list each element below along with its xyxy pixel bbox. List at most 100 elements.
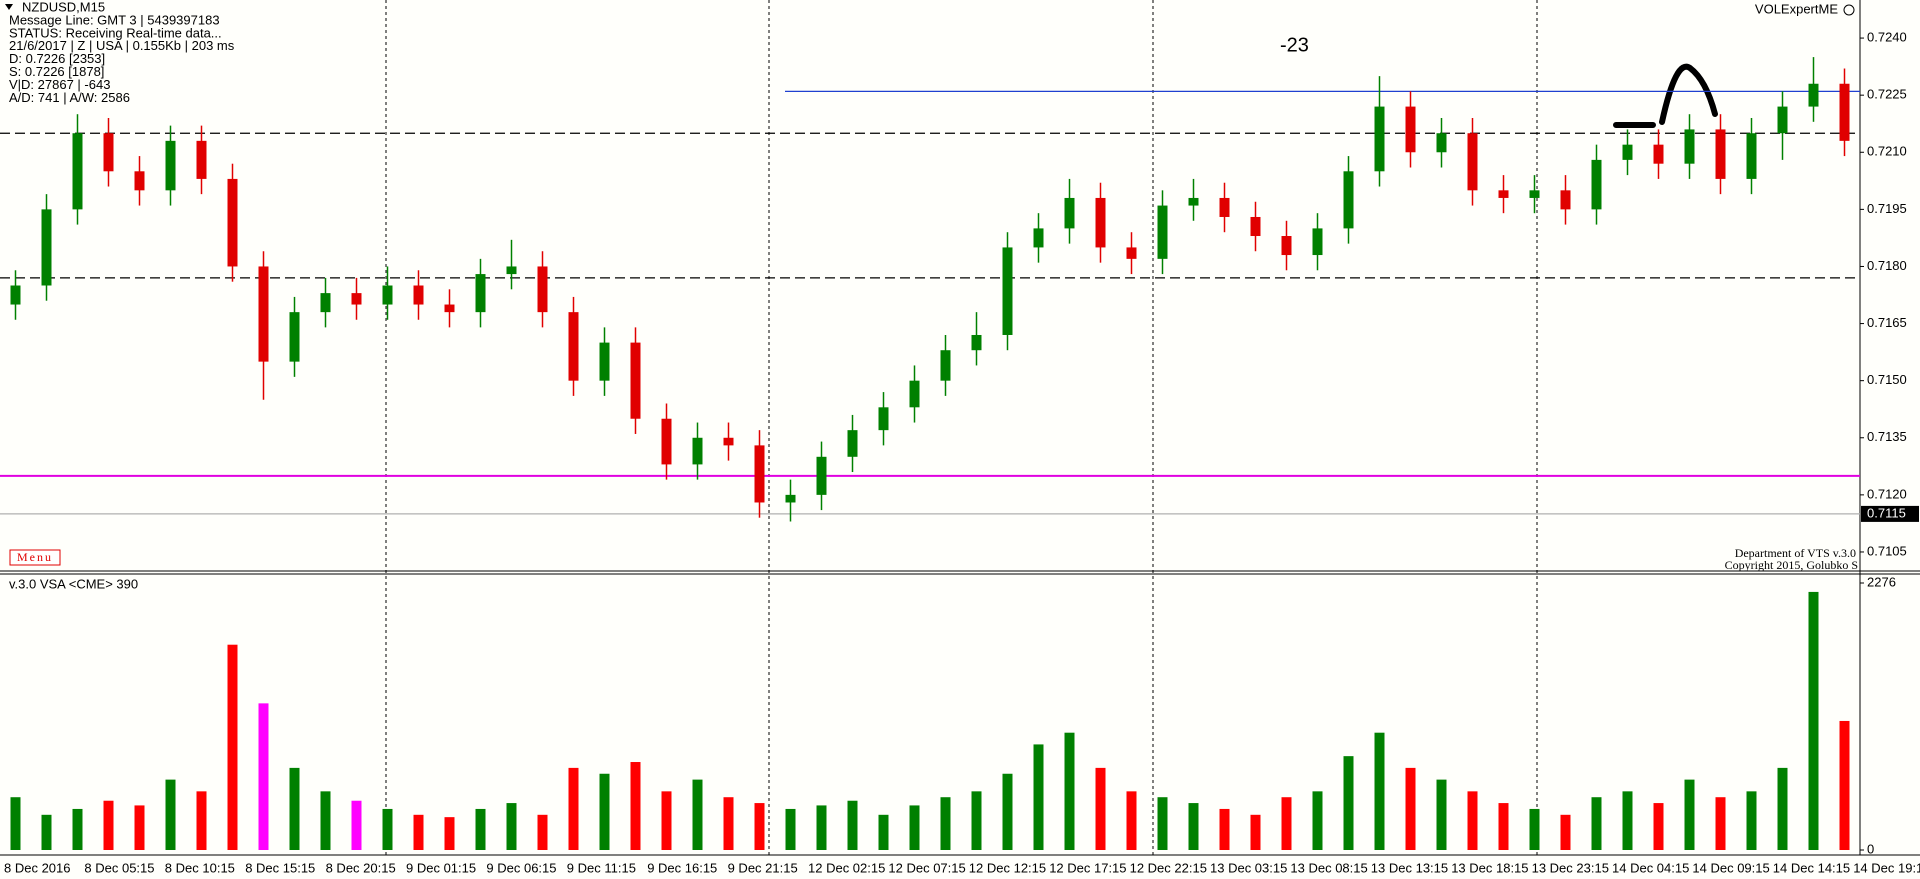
candle-body xyxy=(1343,171,1354,229)
volume-bar xyxy=(878,814,889,850)
x-tick-label: 9 Dec 11:15 xyxy=(567,860,636,875)
y-tick-label: 0.7150 xyxy=(1867,372,1907,387)
info-line: D: 0.7226 [2353] xyxy=(9,51,105,66)
candle-body xyxy=(909,380,920,408)
volume-bar xyxy=(134,805,145,850)
x-tick-label: 13 Dec 13:15 xyxy=(1371,860,1448,875)
volume-bar xyxy=(1622,791,1633,850)
volume-bar xyxy=(1839,720,1850,850)
candle-body xyxy=(1405,106,1416,153)
menu-button[interactable] xyxy=(9,549,61,566)
annotation: -23 xyxy=(1280,34,1309,56)
volume-bar xyxy=(1064,732,1075,850)
x-tick-label: 9 Dec 06:15 xyxy=(486,860,556,875)
y-tick-label: 0.7120 xyxy=(1867,486,1907,501)
volume-bar xyxy=(41,814,52,850)
x-tick-label: 14 Dec 09:15 xyxy=(1692,860,1769,875)
info-line: V|D: 27867 | -643 xyxy=(9,77,110,92)
volume-bar xyxy=(1498,803,1509,850)
x-tick-label: 8 Dec 2016 xyxy=(4,860,71,875)
indicator-icon[interactable] xyxy=(1843,4,1855,16)
candle-body xyxy=(1219,197,1230,217)
candle-body xyxy=(1684,129,1695,164)
x-tick-label: 9 Dec 16:15 xyxy=(647,860,717,875)
candle-body xyxy=(1250,216,1261,237)
candle-body xyxy=(1653,144,1664,164)
volume-bar xyxy=(289,767,300,850)
candle-body xyxy=(661,418,672,465)
x-tick-label: 14 Dec 04:15 xyxy=(1612,860,1689,875)
x-tick-label: 14 Dec 19:1 xyxy=(1853,860,1920,875)
x-tick-label: 8 Dec 05:15 xyxy=(84,860,154,875)
volume-bar xyxy=(1002,773,1013,850)
x-tick-label: 12 Dec 17:15 xyxy=(1049,860,1126,875)
volume-bar xyxy=(754,803,765,850)
y-tick-label: 0.7165 xyxy=(1867,315,1907,330)
x-tick-label: 13 Dec 23:15 xyxy=(1532,860,1609,875)
menu-label[interactable]: Menu xyxy=(17,550,53,564)
volume-bar xyxy=(1777,767,1788,850)
x-tick-label: 14 Dec 14:15 xyxy=(1773,860,1850,875)
candle-body xyxy=(940,350,951,381)
x-tick-label: 13 Dec 03:15 xyxy=(1210,860,1287,875)
volume-bar xyxy=(506,803,517,850)
y-tick-label: 2276 xyxy=(1867,574,1896,589)
candle-body xyxy=(723,437,734,446)
x-tick-label: 13 Dec 08:15 xyxy=(1290,860,1367,875)
volume-bar xyxy=(816,805,827,850)
volume-bar xyxy=(1808,591,1819,850)
volume-bar xyxy=(382,808,393,850)
hand-drawing xyxy=(1613,63,1718,128)
candle-body xyxy=(878,407,889,431)
volume-bar xyxy=(1560,814,1571,850)
candle-body xyxy=(382,285,393,305)
volume-bar xyxy=(1715,797,1726,850)
x-tick-label: 12 Dec 07:15 xyxy=(888,860,965,875)
candle-body xyxy=(1126,247,1137,259)
volume-bar xyxy=(1033,744,1044,850)
y-tick-label: 0 xyxy=(1867,841,1874,856)
volume-bar xyxy=(971,791,982,850)
volume-bar xyxy=(568,767,579,850)
volume-bar xyxy=(320,791,331,850)
volume-bar xyxy=(1405,767,1416,850)
candle-body xyxy=(1467,133,1478,191)
candle-body xyxy=(1188,197,1199,206)
candle-body xyxy=(351,293,362,305)
candle-body xyxy=(1002,247,1013,335)
volume-title: v.3.0 VSA <CME> 390 xyxy=(9,576,138,591)
candle-body xyxy=(1839,83,1850,141)
indicator-name: VOLExpertME xyxy=(1755,1,1838,16)
candle-body xyxy=(1436,133,1447,153)
candle-body xyxy=(1591,159,1602,210)
volume-bar xyxy=(165,779,176,850)
volume-bar xyxy=(1188,803,1199,850)
volume-bar xyxy=(72,808,83,850)
volume-bar xyxy=(630,762,641,850)
y-tick-label: 0.7195 xyxy=(1867,201,1907,216)
volume-bar xyxy=(258,703,269,850)
candle-body xyxy=(599,342,610,381)
candle-body xyxy=(10,285,21,305)
candle-body xyxy=(754,445,765,503)
candle-body xyxy=(289,312,300,362)
volume-bar xyxy=(661,791,672,850)
volume-bar xyxy=(1591,797,1602,850)
volume-bar xyxy=(413,814,424,850)
volume-bar xyxy=(10,797,21,850)
volume-bar xyxy=(1343,756,1354,850)
candle-body xyxy=(816,456,827,495)
candle-body xyxy=(568,312,579,381)
x-tick-label: 8 Dec 10:15 xyxy=(165,860,235,875)
candle-body xyxy=(196,140,207,179)
volume-bar xyxy=(1529,808,1540,850)
x-tick-label: 9 Dec 01:15 xyxy=(406,860,476,875)
current-price-box xyxy=(1861,505,1919,522)
candle-body xyxy=(1498,190,1509,198)
volume-bar xyxy=(1126,791,1137,850)
candle-body xyxy=(1746,133,1757,179)
collapse-icon[interactable] xyxy=(5,4,13,10)
x-tick-label: 12 Dec 02:15 xyxy=(808,860,885,875)
candle-body xyxy=(1808,83,1819,107)
